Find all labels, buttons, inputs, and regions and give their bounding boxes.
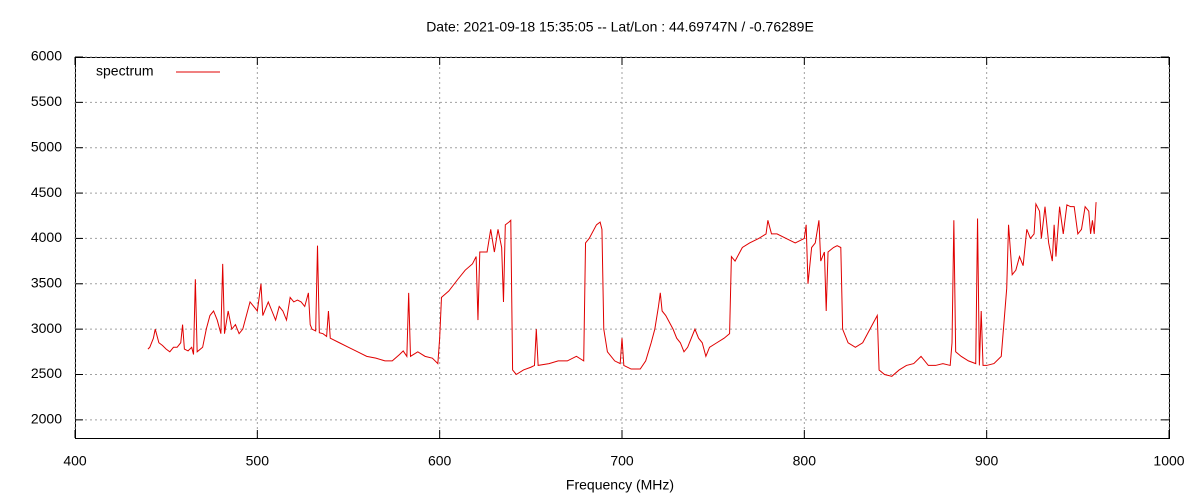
y-tick-label: 2000 xyxy=(31,411,62,427)
y-tick-label: 6000 xyxy=(31,48,62,64)
x-tick-label: 800 xyxy=(793,453,817,469)
x-tick-label: 600 xyxy=(428,453,452,469)
chart-title: Date: 2021-09-18 15:35:05 -- Lat/Lon : 4… xyxy=(426,19,814,35)
y-tick-label: 3500 xyxy=(31,274,62,290)
x-tick-label: 700 xyxy=(610,453,634,469)
y-tick-label: 4500 xyxy=(31,184,62,200)
x-tick-label: 1000 xyxy=(1153,453,1184,469)
spectrum-line xyxy=(147,202,1097,377)
legend-label: spectrum xyxy=(96,63,154,79)
x-tick-label: 500 xyxy=(246,453,270,469)
y-tick-label: 5000 xyxy=(31,138,62,154)
y-tick-label: 4000 xyxy=(31,229,62,245)
x-tick-label: 400 xyxy=(63,453,87,469)
y-tick-label: 2500 xyxy=(31,365,62,381)
x-axis-label: Frequency (MHz) xyxy=(566,477,674,493)
y-tick-label: 5500 xyxy=(31,93,62,109)
y-tick-label: 3000 xyxy=(31,320,62,336)
x-tick-label: 900 xyxy=(975,453,999,469)
